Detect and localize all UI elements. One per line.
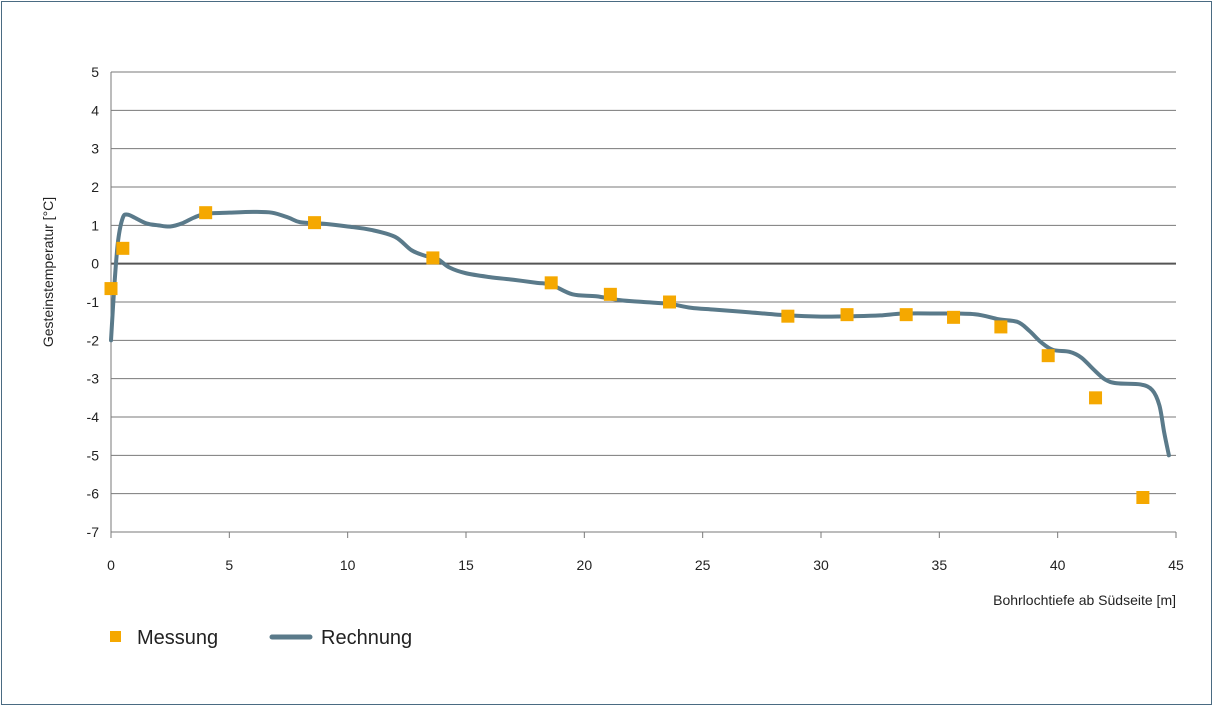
- x-tick-label: 15: [458, 557, 474, 573]
- y-tick-label: 2: [91, 179, 99, 195]
- legend-label-rechnung: Rechnung: [321, 627, 412, 649]
- y-tick-label: -6: [87, 486, 100, 502]
- data-point-messung: [663, 295, 677, 309]
- y-tick-label: 5: [91, 64, 99, 80]
- grid-layer: [110, 71, 1177, 538]
- data-point-messung: [994, 320, 1008, 334]
- data-point-messung: [104, 282, 118, 296]
- y-tick-label: 0: [91, 256, 99, 272]
- x-tick-label: 40: [1050, 557, 1066, 573]
- data-point-messung: [947, 310, 961, 324]
- x-tick-label: 25: [695, 557, 711, 573]
- legend-marker-messung: [110, 631, 121, 642]
- y-tick-label: -1: [87, 294, 100, 310]
- data-point-messung: [308, 216, 322, 230]
- data-point-messung: [1136, 491, 1150, 504]
- data-point-messung: [603, 287, 617, 301]
- data-point-messung: [1089, 391, 1103, 405]
- y-tick-label: 4: [91, 102, 99, 118]
- x-tick-label: 10: [340, 557, 356, 573]
- series-line-rechnung: [109, 209, 1171, 458]
- y-tick-label: 3: [91, 141, 99, 157]
- y-tick-label: -7: [87, 524, 100, 540]
- x-axis-title: Bohrlochtiefe ab Südseite [m]: [993, 592, 1176, 608]
- legend-label-messung: Messung: [137, 627, 218, 649]
- x-tick-label: 5: [225, 557, 233, 573]
- x-tick-label: 45: [1168, 557, 1184, 573]
- data-point-messung: [1041, 349, 1055, 363]
- data-point-messung: [899, 308, 913, 322]
- data-point-messung: [544, 276, 558, 290]
- data-point-messung: [116, 241, 130, 255]
- legend: Messung Rechnung: [110, 627, 412, 649]
- data-point-messung: [199, 206, 213, 220]
- y-tick-label: -3: [87, 371, 100, 387]
- y-tick-label: 1: [91, 217, 99, 233]
- data-point-messung: [840, 308, 854, 322]
- x-tick-label: 30: [813, 557, 829, 573]
- line-layer: [109, 209, 1171, 458]
- data-point-messung: [426, 251, 440, 265]
- x-tick-label: 35: [932, 557, 948, 573]
- data-point-messung: [781, 309, 795, 323]
- y-axis-title: Gesteinstemperatur [°C]: [40, 197, 56, 347]
- point-layer: [104, 206, 1150, 504]
- x-tick-label: 20: [577, 557, 593, 573]
- x-tick-label: 0: [107, 557, 115, 573]
- y-tick-label: -4: [87, 409, 100, 425]
- y-tick-label: -2: [87, 332, 100, 348]
- y-tick-label: -5: [87, 447, 100, 463]
